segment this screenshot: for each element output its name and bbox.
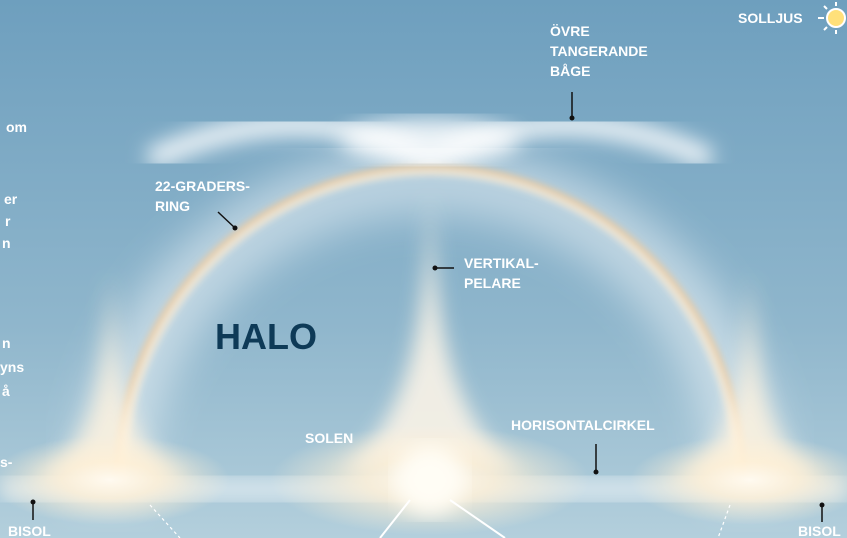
label-halo: HALO <box>215 316 317 357</box>
label-ring: 22-GRADERS- <box>155 178 250 194</box>
label-upper-arc: ÖVRE <box>550 23 590 39</box>
label-upper-arc: BÅGE <box>550 63 590 79</box>
label-sun: SOLEN <box>305 430 353 446</box>
text-fragment: r <box>5 213 11 229</box>
text-fragment: er <box>4 191 18 207</box>
label-horizontal-circle: HORISONTALCIRKEL <box>511 417 655 433</box>
label-sundog: BISOL <box>798 523 841 538</box>
text-fragment: om <box>6 119 27 135</box>
label-pillar: VERTIKAL- <box>464 255 539 271</box>
text-fragment: yns <box>0 359 24 375</box>
label-pillar: PELARE <box>464 275 521 291</box>
text-fragment: n <box>2 335 11 351</box>
text-fragment: n <box>2 235 11 251</box>
label-upper-arc: TANGERANDE <box>550 43 648 59</box>
label-ring: RING <box>155 198 190 214</box>
label-sundog: BISOL <box>8 523 51 538</box>
sundog-left <box>0 435 230 525</box>
tangent-glow <box>340 118 520 162</box>
text-fragment: s- <box>0 454 13 470</box>
text-fragment: å <box>2 383 10 399</box>
halo-diagram: SOLLJUS ÖVRE TANGERANDE BÅGE 22-GRADERS-… <box>0 0 847 538</box>
label-sunlight: SOLLJUS <box>738 10 803 26</box>
